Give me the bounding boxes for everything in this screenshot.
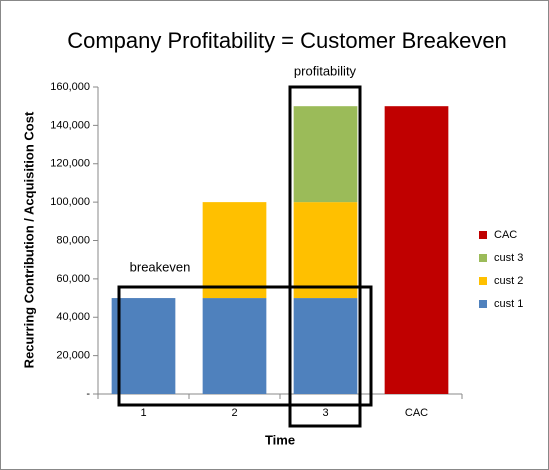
x-tick-label: 2 [231, 407, 237, 419]
chart-title: Company Profitability = Customer Breakev… [67, 28, 507, 53]
y-tick-label: 140,000 [50, 119, 90, 131]
y-tick-label: - [86, 388, 90, 400]
y-tick-label: 160,000 [50, 81, 90, 93]
legend-label: cust 1 [494, 298, 523, 310]
x-tick-label: 3 [322, 407, 328, 419]
legend-swatch [479, 277, 487, 285]
bar-segment [202, 298, 267, 394]
y-axis-label: Recurring Contribution / Acquisition Cos… [21, 111, 36, 368]
profitability-box [288, 85, 362, 428]
bar-segment [111, 298, 176, 394]
y-tick-label: 120,000 [50, 158, 90, 170]
bar-segment [202, 202, 267, 299]
legend-swatch [479, 231, 487, 239]
legend-label: CAC [494, 229, 517, 241]
y-tick-label: 20,000 [56, 350, 90, 362]
y-tick-label: 80,000 [56, 234, 90, 246]
bar-segment [293, 106, 358, 203]
y-tick-label: 40,000 [56, 311, 90, 323]
annotation: breakeven [130, 259, 191, 274]
annotation: profitability [294, 63, 357, 78]
bar-segment [293, 202, 358, 299]
bar-segment [384, 106, 449, 394]
y-tick-label: 100,000 [50, 196, 90, 208]
y-tick-label: 60,000 [56, 273, 90, 285]
legend-swatch [479, 300, 487, 308]
legend-swatch [479, 254, 487, 262]
breakeven-box [117, 285, 373, 407]
bar-segment [293, 298, 358, 394]
x-axis-label: Time [265, 432, 295, 447]
x-tick-label: 1 [140, 407, 146, 419]
legend-label: cust 2 [494, 275, 523, 287]
x-tick-label: CAC [405, 407, 428, 419]
legend-label: cust 3 [494, 252, 523, 264]
